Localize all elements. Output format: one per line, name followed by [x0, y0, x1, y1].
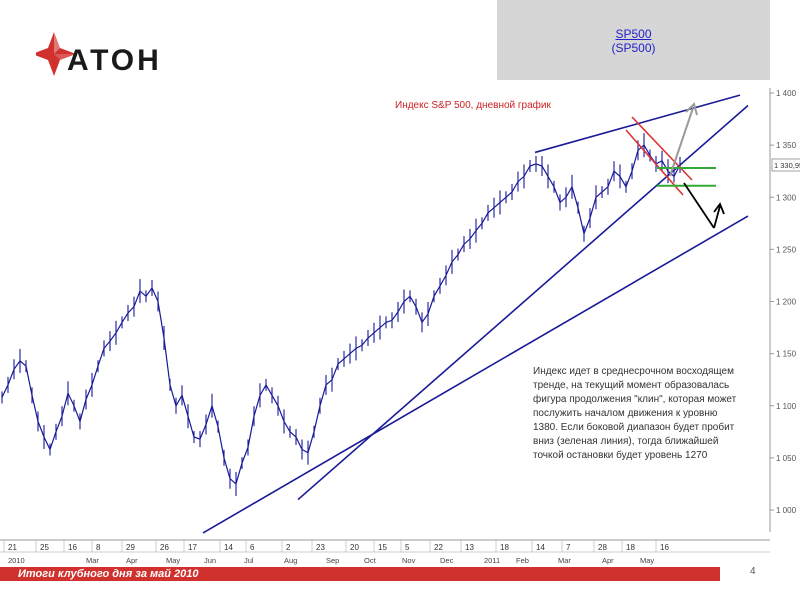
- logo-star-shape: [32, 32, 76, 76]
- x-month-label: Apr: [602, 556, 614, 565]
- x-day-label: 25: [40, 543, 49, 552]
- x-month-label: Dec: [440, 556, 454, 565]
- y-tick-label: 1 250: [776, 245, 797, 254]
- page-number: 4: [750, 566, 756, 577]
- x-day-label: 18: [626, 543, 635, 552]
- wedge-lower-line: [625, 129, 684, 196]
- x-day-label: 28: [598, 543, 607, 552]
- y-tick-label: 1 050: [776, 454, 797, 463]
- x-month-label: Feb: [516, 556, 529, 565]
- y-tick-label: 1 300: [776, 193, 797, 202]
- x-day-label: 29: [126, 543, 135, 552]
- analysis-annotation: Индекс идет в среднесрочном восходящем т…: [533, 366, 737, 461]
- x-month-label: Jun: [204, 556, 216, 565]
- y-tick-label: 1 200: [776, 298, 797, 307]
- x-month-label: 2011: [484, 556, 500, 565]
- x-day-label: 2: [286, 543, 291, 552]
- logo-wordmark: АТОН: [67, 44, 162, 77]
- x-day-label: 8: [96, 543, 101, 552]
- x-day-label: 26: [160, 543, 169, 552]
- arrow-rebound-head: [713, 202, 725, 215]
- x-month-label: Oct: [364, 556, 377, 565]
- x-day-label: 20: [350, 543, 359, 552]
- wedge-upper-line: [631, 116, 693, 181]
- current-value-tag: [771, 158, 800, 172]
- x-month-label: Mar: [558, 556, 571, 565]
- ticker-box: SP500 (SP500): [497, 0, 770, 80]
- arrow-rebound-shaft: [713, 205, 721, 229]
- x-day-label: 18: [500, 543, 509, 552]
- y-tick-label: 1 100: [776, 402, 797, 411]
- x-month-label: Apr: [126, 556, 138, 565]
- x-day-label: 23: [316, 543, 325, 552]
- x-day-label: 17: [188, 543, 197, 552]
- y-tick-label: 1 150: [776, 350, 797, 359]
- x-month-label: May: [640, 556, 654, 565]
- ticker-symbol[interactable]: SP500: [615, 27, 652, 41]
- x-day-label: 14: [536, 543, 545, 552]
- x-month-label: Aug: [284, 556, 297, 565]
- current-value-label: 1 330,95: [774, 161, 800, 170]
- x-day-label: 16: [660, 543, 669, 552]
- x-month-label: Nov: [402, 556, 416, 565]
- x-month-label: Mar: [86, 556, 99, 565]
- x-day-label: 13: [465, 543, 474, 552]
- x-month-label: May: [166, 556, 180, 565]
- aton-logo: [32, 30, 186, 80]
- x-day-label: 7: [566, 543, 571, 552]
- x-day-label: 14: [224, 543, 233, 552]
- footer-title: Итоги клубного дня за май 2010: [18, 568, 199, 580]
- arrow-up-head: [685, 102, 698, 116]
- x-month-label: Jul: [244, 556, 254, 565]
- x-day-label: 15: [378, 543, 387, 552]
- trend-line-long-support: [202, 215, 749, 534]
- x-month-label: Sep: [326, 556, 339, 565]
- price-series-line: [1, 144, 681, 485]
- x-day-label: 22: [434, 543, 443, 552]
- chart-title: Индекс S&P 500, дневной график: [395, 100, 551, 111]
- x-day-label: 21: [8, 543, 17, 552]
- y-tick-label: 1 000: [776, 506, 797, 515]
- y-tick-label: 1 350: [776, 141, 797, 150]
- ticker-symbol-paren: (SP500): [611, 41, 656, 55]
- aton-logo-mark: [32, 32, 76, 76]
- x-day-label: 16: [68, 543, 77, 552]
- arrow-up-shaft: [669, 107, 694, 177]
- footer-notch: [706, 567, 720, 581]
- arrow-down-shaft: [683, 182, 715, 229]
- x-day-label: 6: [250, 543, 255, 552]
- y-tick-label: 1 400: [776, 89, 797, 98]
- footer-bar: [0, 567, 720, 581]
- x-day-label: 5: [405, 543, 410, 552]
- x-month-label: 2010: [8, 556, 25, 565]
